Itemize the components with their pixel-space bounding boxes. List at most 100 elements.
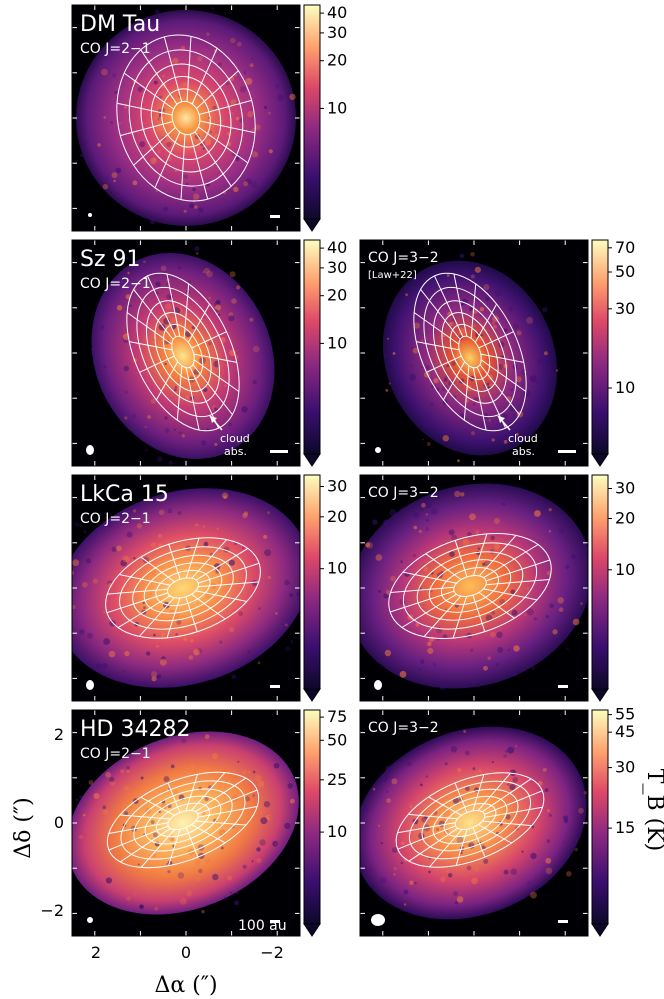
noise-speckle: [515, 744, 518, 748]
noise-speckle: [465, 399, 469, 403]
noise-speckle: [421, 438, 425, 441]
noise-speckle: [378, 824, 381, 827]
noise-speckle: [393, 376, 400, 383]
noise-speckle: [183, 637, 188, 642]
noise-speckle: [247, 111, 254, 118]
noise-speckle: [252, 151, 259, 158]
y-tick-label: 2: [54, 725, 64, 744]
noise-speckle: [425, 501, 432, 509]
noise-speckle: [263, 801, 271, 808]
noise-speckle: [254, 774, 262, 782]
noise-speckle: [429, 411, 432, 415]
noise-speckle: [400, 560, 403, 563]
noise-speckle: [156, 644, 159, 648]
colorbar-extend: [591, 688, 609, 702]
grid-spoke: [186, 36, 192, 102]
noise-speckle: [152, 159, 155, 163]
noise-speckle: [562, 841, 565, 844]
noise-speckle: [454, 490, 461, 498]
noise-speckle: [490, 631, 496, 638]
noise-speckle: [122, 555, 130, 563]
noise-speckle: [123, 365, 129, 372]
noise-speckle: [188, 655, 194, 660]
noise-speckle: [548, 508, 552, 512]
noise-speckle: [235, 891, 239, 895]
noise-speckle: [204, 796, 209, 802]
noise-speckle: [194, 205, 198, 209]
noise-speckle: [215, 299, 221, 305]
noise-speckle: [51, 587, 56, 592]
noise-speckle: [137, 86, 143, 92]
noise-speckle: [238, 611, 244, 616]
noise-speckle: [247, 771, 251, 774]
noise-speckle: [214, 407, 218, 411]
noise-speckle: [82, 813, 86, 817]
noise-speckle: [213, 818, 218, 823]
noise-speckle: [456, 896, 464, 903]
noise-speckle: [418, 529, 422, 534]
grid-spoke: [194, 131, 232, 187]
noise-speckle: [410, 364, 413, 367]
colorbar-tick-label: 10: [615, 378, 635, 397]
noise-speckle: [223, 495, 227, 499]
noise-speckle: [140, 776, 144, 780]
noise-speckle: [549, 398, 551, 401]
noise-speckle: [394, 361, 399, 366]
noise-speckle: [74, 522, 80, 527]
grid-spoke: [140, 556, 175, 583]
noise-speckle: [209, 130, 213, 134]
noise-speckle: [252, 770, 256, 774]
noise-speckle: [132, 180, 138, 186]
noise-speckle: [178, 431, 182, 435]
noise-speckle: [348, 560, 353, 565]
noise-speckle: [177, 511, 182, 515]
noise-speckle: [509, 769, 517, 776]
noise-speckle: [494, 543, 500, 550]
noise-speckle: [415, 622, 420, 627]
noise-speckle: [230, 891, 233, 894]
noise-speckle: [580, 602, 583, 605]
line-label: CO J=3−2: [368, 720, 439, 736]
noise-speckle: [158, 810, 161, 814]
line-label: CO J=2−1: [80, 746, 151, 762]
noise-speckle: [425, 513, 428, 516]
colorbar-axis-label: T_B (K): [642, 769, 664, 851]
noise-speckle: [243, 71, 247, 74]
noise-speckle: [381, 774, 389, 782]
noise-speckle: [168, 460, 173, 465]
noise-speckle: [470, 274, 475, 279]
noise-speckle: [547, 809, 550, 813]
noise-speckle: [545, 614, 549, 619]
noise-speckle: [386, 798, 391, 803]
noise-speckle: [256, 847, 261, 852]
noise-speckle: [471, 877, 478, 885]
noise-speckle: [558, 527, 565, 534]
noise-speckle: [439, 683, 446, 691]
noise-speckle: [516, 330, 522, 336]
noise-speckle: [378, 590, 381, 593]
noise-speckle: [195, 859, 201, 865]
panel-frame: [359, 474, 589, 702]
noise-speckle: [72, 604, 76, 610]
grid-spoke: [191, 539, 228, 579]
noise-speckle: [419, 507, 422, 510]
noise-speckle: [558, 607, 564, 612]
noise-speckle: [252, 379, 257, 385]
noise-speckle: [391, 778, 398, 785]
noise-speckle: [179, 542, 183, 547]
noise-speckle: [491, 438, 495, 442]
noise-speckle: [136, 523, 143, 529]
noise-speckle: [158, 323, 166, 331]
noise-speckle: [502, 502, 506, 506]
noise-speckle: [111, 172, 118, 179]
noise-speckle: [502, 413, 508, 419]
noise-speckle: [186, 890, 193, 897]
noise-speckle: [403, 889, 409, 895]
noise-speckle: [440, 876, 446, 883]
noise-speckle: [79, 629, 85, 635]
noise-speckle: [443, 378, 448, 382]
grid-spoke: [166, 597, 181, 639]
noise-speckle: [483, 665, 488, 671]
noise-speckle: [120, 122, 123, 125]
noise-speckle: [487, 385, 492, 391]
